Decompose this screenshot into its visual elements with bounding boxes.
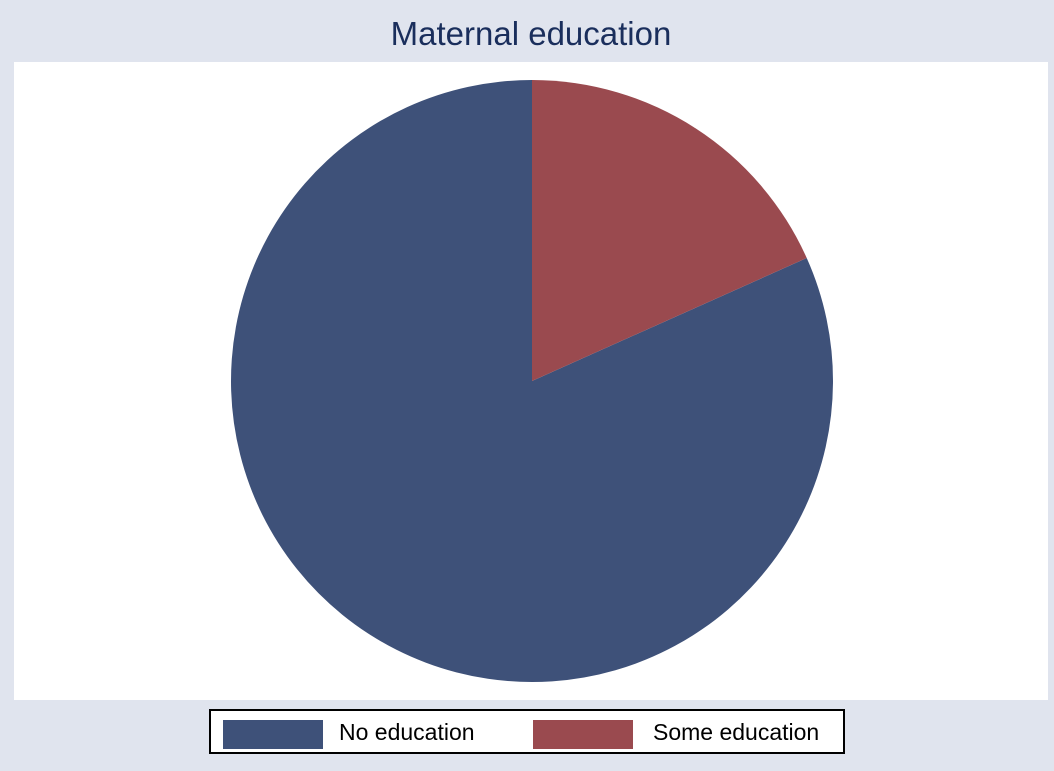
legend-key-no-education <box>223 720 323 749</box>
legend-label-no-education: No education <box>339 719 475 745</box>
legend-label-some-education: Some education <box>653 719 820 745</box>
legend-key-some-education <box>533 720 633 749</box>
legend: No education Some education <box>209 709 845 754</box>
chart-title: Maternal education <box>390 15 672 52</box>
pie-slice-some-education <box>532 80 807 381</box>
